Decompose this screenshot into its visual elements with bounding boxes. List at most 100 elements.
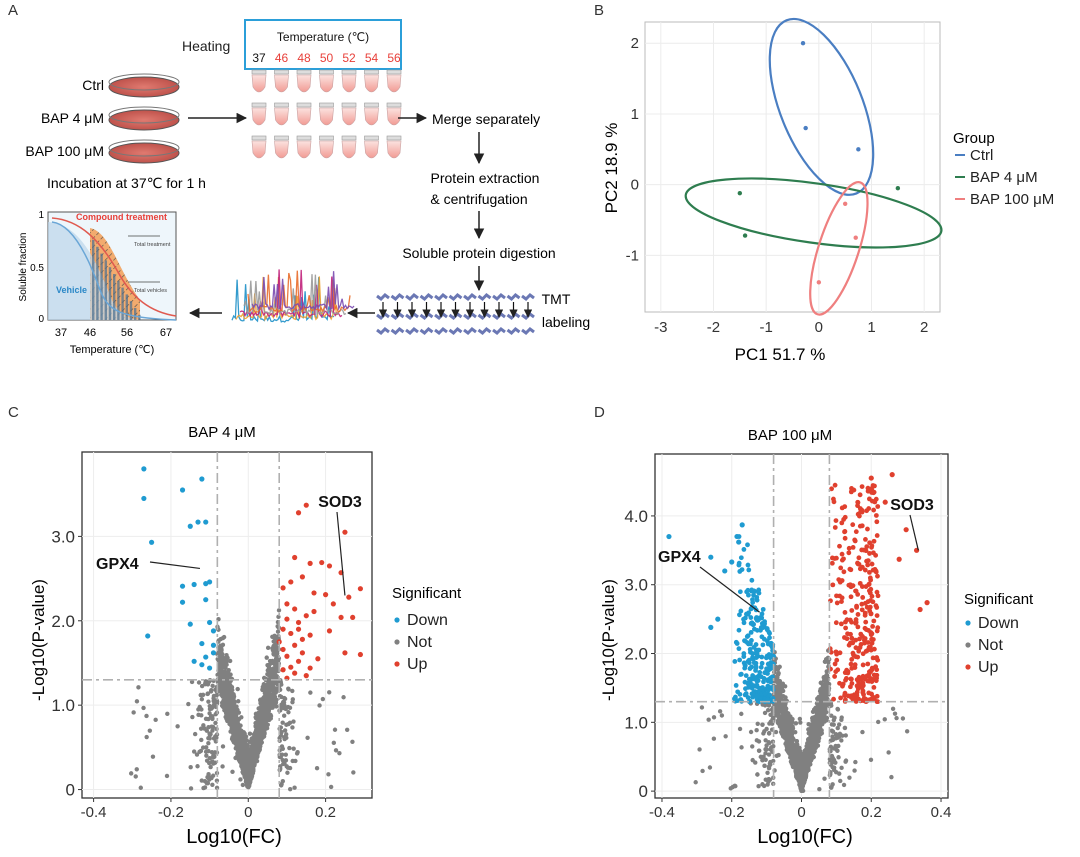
not-point <box>278 754 283 760</box>
up-point <box>288 579 294 585</box>
heating-box <box>244 19 402 70</box>
not-point <box>795 773 801 779</box>
volcano4-ylabel: -Log10(P-value) <box>29 579 48 701</box>
not-point <box>860 729 865 735</box>
not-point <box>811 754 816 760</box>
not-point <box>150 754 156 759</box>
not-point <box>753 760 758 765</box>
not-point <box>894 715 899 721</box>
not-point <box>809 734 815 740</box>
not-point <box>806 721 811 727</box>
up-point <box>342 650 348 656</box>
up-point <box>357 651 363 658</box>
not-point <box>138 785 143 790</box>
down-point <box>760 642 766 648</box>
not-point <box>191 749 197 754</box>
not-point <box>263 716 269 722</box>
tube-body <box>341 74 357 93</box>
volcano-ytick-label: 0 <box>639 782 648 801</box>
volcano-xtick-label: 0.2 <box>861 804 882 821</box>
not-point <box>258 714 264 719</box>
not-point <box>210 704 215 709</box>
not-point <box>707 765 713 770</box>
not-point <box>227 714 232 719</box>
not-point <box>224 675 229 681</box>
not-point <box>234 736 239 741</box>
not-point <box>223 683 228 689</box>
down-point <box>145 633 151 639</box>
not-point <box>230 720 235 725</box>
down-point <box>745 542 750 548</box>
melt-ytick-1: 1 <box>38 210 44 221</box>
temperature-54: 54 <box>365 51 379 65</box>
not-point <box>765 770 770 776</box>
not-point <box>204 745 209 750</box>
tube-body <box>364 107 379 126</box>
not-point <box>252 762 257 768</box>
not-point <box>904 729 910 734</box>
melt-ylabel: Soluble fraction <box>18 233 29 302</box>
not-point <box>218 659 224 664</box>
not-point <box>829 722 835 727</box>
tube-cap <box>319 69 334 75</box>
pca-point <box>895 186 901 191</box>
not-point <box>806 727 811 732</box>
not-point <box>248 749 254 754</box>
annotation-gpx4: GPX4 <box>96 556 139 573</box>
up-point <box>323 592 329 598</box>
peptide <box>506 327 521 335</box>
not-point <box>824 673 830 678</box>
not-point <box>816 694 821 700</box>
not-point <box>136 685 141 690</box>
volcano-xtick-label: 0 <box>244 804 252 821</box>
not-point <box>809 730 815 736</box>
not-point <box>841 782 847 788</box>
not-point <box>813 725 819 731</box>
not-point <box>835 725 840 731</box>
not-point <box>344 727 350 732</box>
down-point <box>199 662 205 668</box>
not-point <box>213 720 218 726</box>
legend-key-not <box>394 639 400 645</box>
volcano-xtick-label: -0.4 <box>81 804 107 821</box>
down-point <box>741 651 747 656</box>
not-point <box>832 715 837 721</box>
not-point <box>283 752 288 757</box>
not-point <box>829 760 835 765</box>
tube-cap <box>274 135 289 141</box>
not-point <box>210 728 215 733</box>
up-point <box>311 608 317 615</box>
tube-cap <box>251 135 267 141</box>
tube-body <box>251 107 267 126</box>
not-point <box>230 696 235 702</box>
not-point <box>207 736 212 741</box>
not-point <box>228 701 233 707</box>
not-point <box>223 686 229 692</box>
not-point <box>244 738 249 743</box>
not-point <box>268 716 273 721</box>
not-point <box>852 768 857 773</box>
pca-xtick: -3 <box>654 319 667 336</box>
peptide <box>477 327 492 335</box>
not-point <box>210 759 215 764</box>
not-point <box>258 697 264 702</box>
not-point <box>220 685 225 691</box>
volcano-not-points <box>128 466 363 792</box>
not-point <box>222 670 228 676</box>
peptide <box>477 293 492 301</box>
volcano-bap4: BAP 4 μM -0.4 -0.2 0 0.201.02.03.0SOD3GPX4 … <box>29 424 462 848</box>
not-point <box>205 691 211 696</box>
not-point <box>269 660 275 666</box>
not-point <box>203 716 209 722</box>
melt-bar <box>92 240 95 320</box>
tube <box>319 102 334 126</box>
volcano-ytick-label: 2.0 <box>624 645 648 664</box>
up-point <box>330 601 336 607</box>
volcano-xtick-label: 0 <box>797 804 805 821</box>
not-point <box>275 629 281 634</box>
not-point <box>195 764 200 769</box>
peptide <box>376 293 390 301</box>
not-point <box>833 732 839 737</box>
not-point <box>847 775 852 780</box>
not-point <box>806 757 812 762</box>
